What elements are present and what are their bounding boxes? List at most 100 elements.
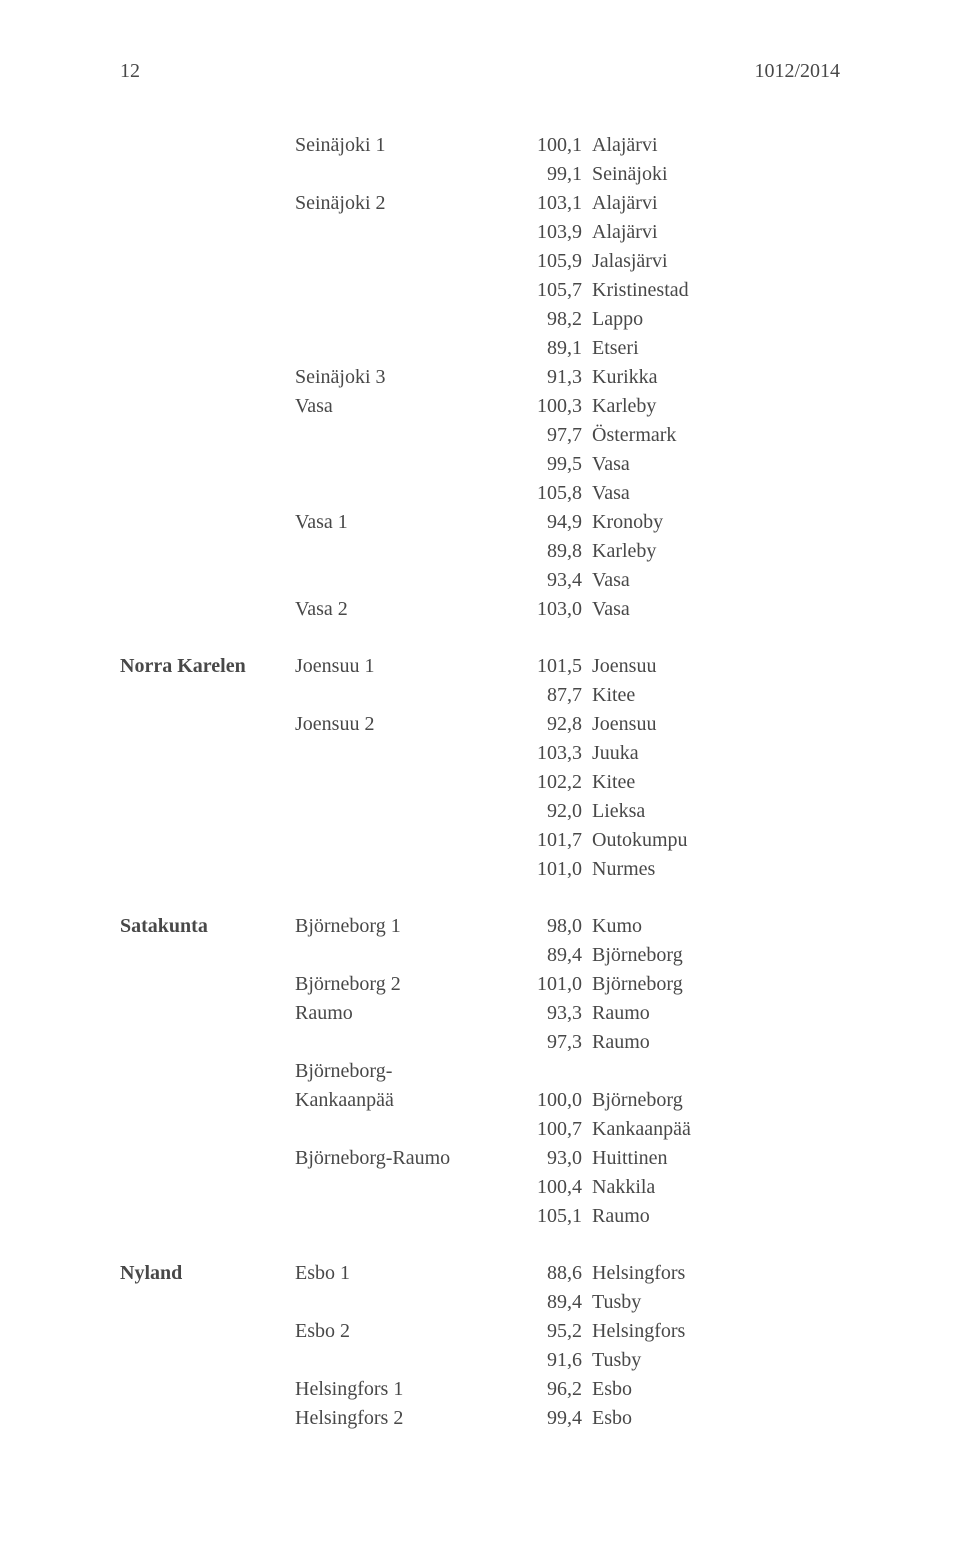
group-cell: Helsingfors 2 xyxy=(295,1404,510,1433)
group-cell: Björneborg- xyxy=(295,1057,510,1086)
group-cell: Joensuu 2 xyxy=(295,710,510,739)
place-cell: Alajärvi xyxy=(592,189,840,218)
place-cell: Karleby xyxy=(592,392,840,421)
group-cell: Esbo 2 xyxy=(295,1317,510,1346)
place-cell: Vasa xyxy=(592,566,840,595)
table-row: 100,7Kankaanpää xyxy=(120,1115,840,1144)
table-row: 89,4Björneborg xyxy=(120,941,840,970)
value-cell: 102,2 xyxy=(510,768,592,797)
value-cell: 99,1 xyxy=(510,160,592,189)
value-cell: 105,8 xyxy=(510,479,592,508)
value-cell: 97,7 xyxy=(510,421,592,450)
value-cell: 105,1 xyxy=(510,1202,592,1231)
table-row: Helsingfors 196,2Esbo xyxy=(120,1375,840,1404)
value-cell: 91,6 xyxy=(510,1346,592,1375)
table-row: 105,9Jalasjärvi xyxy=(120,247,840,276)
value-cell: 87,7 xyxy=(510,681,592,710)
table-row: 101,0Nurmes xyxy=(120,855,840,884)
value-cell: 91,3 xyxy=(510,363,592,392)
place-cell: Björneborg xyxy=(592,941,840,970)
value-cell: 101,7 xyxy=(510,826,592,855)
table-row: 93,4Vasa xyxy=(120,566,840,595)
value-cell: 99,5 xyxy=(510,450,592,479)
table-row: 100,4Nakkila xyxy=(120,1173,840,1202)
table-row: 87,7Kitee xyxy=(120,681,840,710)
place-cell: Huittinen xyxy=(592,1144,840,1173)
table-row: 89,1Etseri xyxy=(120,334,840,363)
table-row: 89,8Karleby xyxy=(120,537,840,566)
table-row: Joensuu 292,8Joensuu xyxy=(120,710,840,739)
place-cell: Etseri xyxy=(592,334,840,363)
value-cell: 99,4 xyxy=(510,1404,592,1433)
place-cell: Nurmes xyxy=(592,855,840,884)
region-cell: Satakunta xyxy=(120,912,295,941)
place-cell: Joensuu xyxy=(592,652,840,681)
table-row: Björneborg- xyxy=(120,1057,840,1086)
place-cell: Raumo xyxy=(592,1202,840,1231)
place-cell: Vasa xyxy=(592,450,840,479)
value-cell: 105,9 xyxy=(510,247,592,276)
value-cell: 98,2 xyxy=(510,305,592,334)
value-cell: 95,2 xyxy=(510,1317,592,1346)
group-cell: Seinäjoki 3 xyxy=(295,363,510,392)
section: Seinäjoki 1100,1Alajärvi99,1SeinäjokiSei… xyxy=(120,131,840,624)
table-row: SatakuntaBjörneborg 198,0Kumo xyxy=(120,912,840,941)
value-cell: 100,1 xyxy=(510,131,592,160)
value-cell: 92,0 xyxy=(510,797,592,826)
group-cell: Vasa xyxy=(295,392,510,421)
table-row: 92,0Lieksa xyxy=(120,797,840,826)
place-cell: Vasa xyxy=(592,479,840,508)
place-cell: Seinäjoki xyxy=(592,160,840,189)
group-cell: Björneborg-Raumo xyxy=(295,1144,510,1173)
value-cell: 93,3 xyxy=(510,999,592,1028)
table-row: 89,4Tusby xyxy=(120,1288,840,1317)
place-cell: Joensuu xyxy=(592,710,840,739)
table-row: NylandEsbo 188,6Helsingfors xyxy=(120,1259,840,1288)
place-cell: Östermark xyxy=(592,421,840,450)
document-body: Seinäjoki 1100,1Alajärvi99,1SeinäjokiSei… xyxy=(120,131,840,1433)
value-cell: 103,1 xyxy=(510,189,592,218)
value-cell: 103,3 xyxy=(510,739,592,768)
group-cell: Helsingfors 1 xyxy=(295,1375,510,1404)
table-row: 101,7Outokumpu xyxy=(120,826,840,855)
group-cell: Vasa 2 xyxy=(295,595,510,624)
place-cell: Kronoby xyxy=(592,508,840,537)
table-row: 103,3Juuka xyxy=(120,739,840,768)
table-row: 102,2Kitee xyxy=(120,768,840,797)
place-cell: Kurikka xyxy=(592,363,840,392)
page-header: 12 1012/2014 xyxy=(120,60,840,83)
place-cell: Kristinestad xyxy=(592,276,840,305)
place-cell: Kitee xyxy=(592,681,840,710)
table-row: 105,8Vasa xyxy=(120,479,840,508)
group-cell: Seinäjoki 1 xyxy=(295,131,510,160)
place-cell: Lappo xyxy=(592,305,840,334)
value-cell: 88,6 xyxy=(510,1259,592,1288)
place-cell: Alajärvi xyxy=(592,218,840,247)
value-cell: 97,3 xyxy=(510,1028,592,1057)
value-cell: 93,4 xyxy=(510,566,592,595)
table-row: 103,9Alajärvi xyxy=(120,218,840,247)
table-row: Vasa 2103,0Vasa xyxy=(120,595,840,624)
table-row: 105,1Raumo xyxy=(120,1202,840,1231)
place-cell: Karleby xyxy=(592,537,840,566)
table-row: 99,5Vasa xyxy=(120,450,840,479)
value-cell: 100,3 xyxy=(510,392,592,421)
table-row: 97,3Raumo xyxy=(120,1028,840,1057)
table-row: Kankaanpää100,0Björneborg xyxy=(120,1086,840,1115)
value-cell: 89,8 xyxy=(510,537,592,566)
place-cell: Helsingfors xyxy=(592,1317,840,1346)
table-row: 99,1Seinäjoki xyxy=(120,160,840,189)
place-cell: Juuka xyxy=(592,739,840,768)
table-row: Björneborg 2101,0Björneborg xyxy=(120,970,840,999)
table-row: 98,2Lappo xyxy=(120,305,840,334)
group-cell: Seinäjoki 2 xyxy=(295,189,510,218)
value-cell: 93,0 xyxy=(510,1144,592,1173)
value-cell: 103,9 xyxy=(510,218,592,247)
group-cell: Raumo xyxy=(295,999,510,1028)
place-cell: Vasa xyxy=(592,595,840,624)
value-cell: 89,4 xyxy=(510,1288,592,1317)
value-cell: 101,5 xyxy=(510,652,592,681)
place-cell: Björneborg xyxy=(592,1086,840,1115)
place-cell: Esbo xyxy=(592,1375,840,1404)
place-cell: Tusby xyxy=(592,1346,840,1375)
